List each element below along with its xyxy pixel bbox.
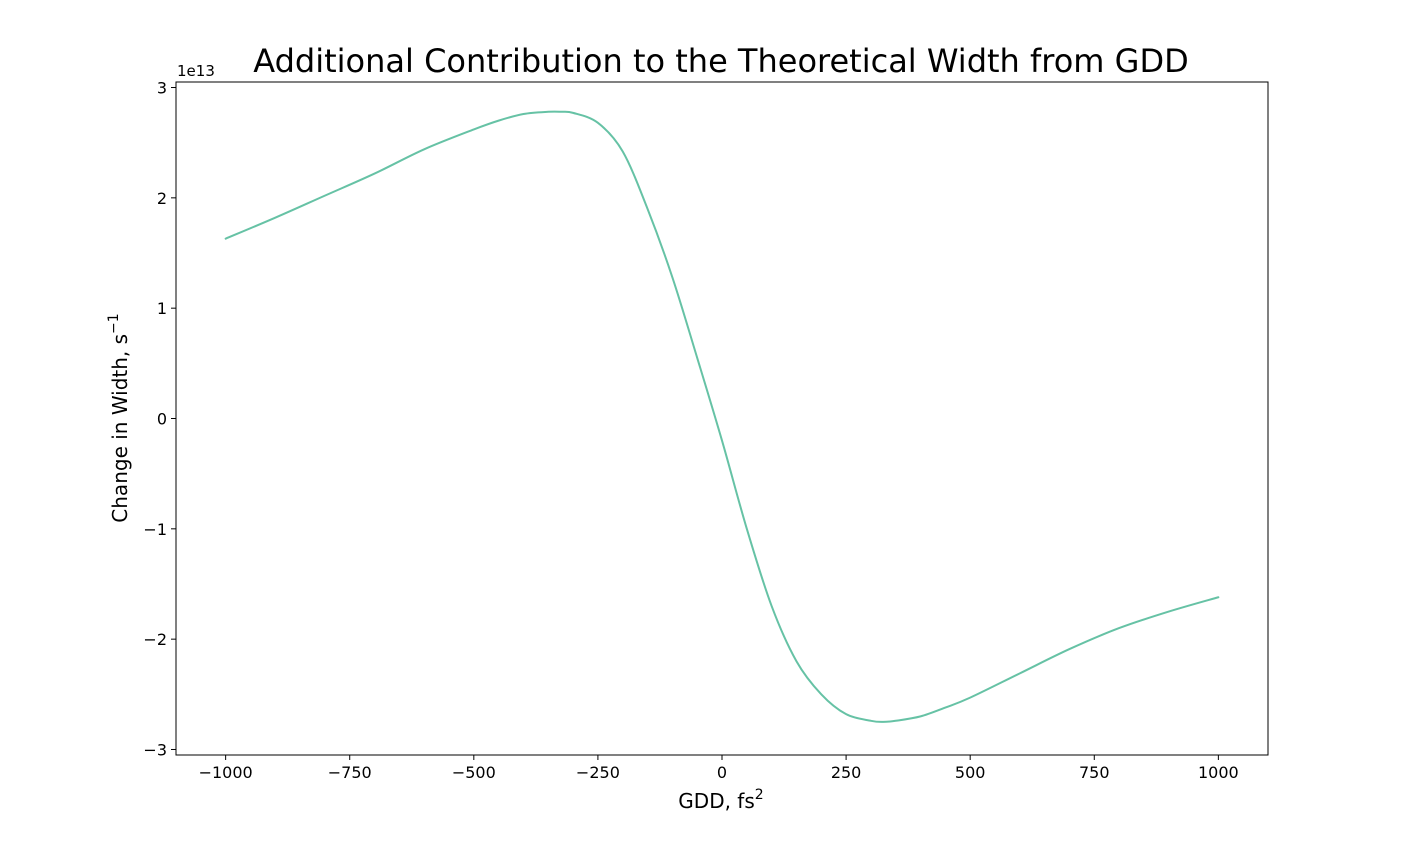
x-axis-label-text: GDD, fs [678, 789, 754, 813]
y-tick-label: −1 [143, 520, 167, 539]
y-tick-label: 3 [157, 79, 167, 98]
plot-area: −1000 −750 −500 −250 0 250 500 750 1000 −3 −2 −1 0 1 2… [143, 79, 1269, 782]
x-tick-label: 1000 [1198, 763, 1239, 782]
y-tick-label: −3 [143, 740, 167, 759]
chart-title: Additional Contribution to the Theoretic… [253, 42, 1188, 80]
y-tick-label: 0 [157, 410, 167, 429]
y-axis-label: Change in Width, s−1 [106, 313, 132, 522]
y-tick-label: −2 [143, 630, 167, 649]
x-tick-label: 250 [831, 763, 862, 782]
y-axis-label-superscript: −1 [106, 313, 122, 334]
x-tick-label: 750 [1079, 763, 1110, 782]
y-tick-label: 2 [157, 189, 167, 208]
y-axis-offset-label: 1e13 [177, 62, 215, 80]
axes-frame [175, 81, 1269, 756]
x-tick-label: −500 [452, 763, 496, 782]
x-axis-label-superscript: 2 [755, 787, 764, 803]
x-tick-label: 0 [717, 763, 727, 782]
x-tick-label: −750 [328, 763, 372, 782]
x-tick-label: 500 [955, 763, 986, 782]
x-tick-label: −250 [576, 763, 620, 782]
y-tick-label: 1 [157, 299, 167, 318]
x-tick-label: −1000 [199, 763, 253, 782]
series-line [224, 110, 1220, 723]
x-axis-label: GDD, fs2 [678, 787, 763, 813]
y-axis-label-text: Change in Width, s [108, 334, 132, 523]
